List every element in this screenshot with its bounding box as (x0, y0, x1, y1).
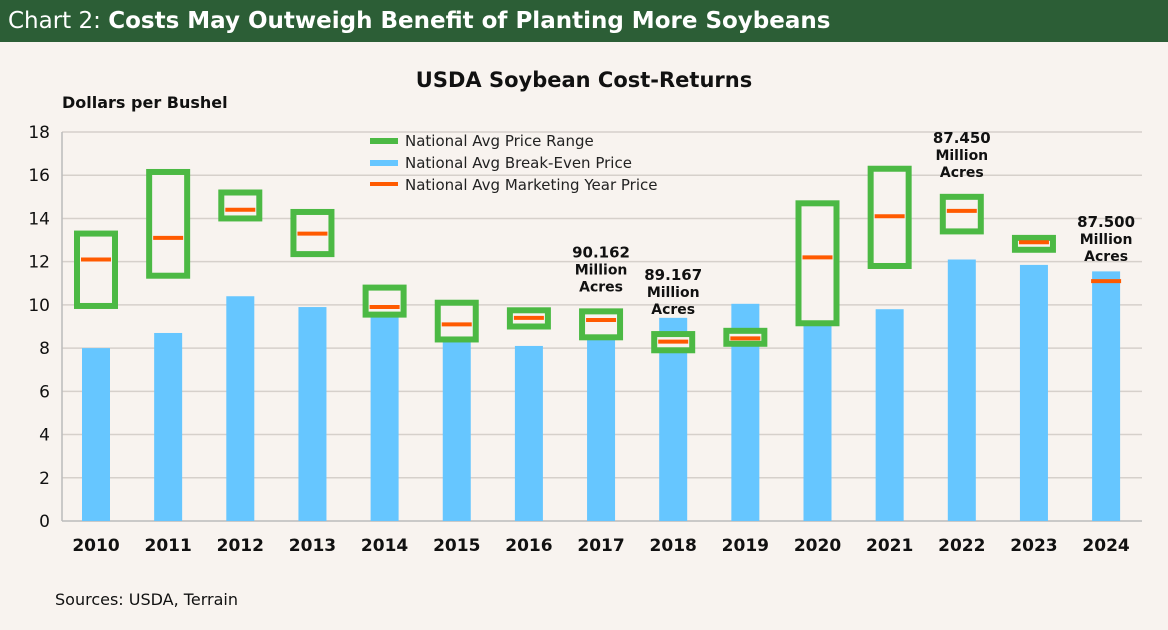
breakeven-bar (370, 311, 399, 521)
acreage-annotation: Acres (940, 165, 984, 181)
chart-number: Chart 2: (8, 8, 109, 34)
breakeven-bar (1092, 271, 1121, 521)
y-tick-label: 8 (39, 339, 50, 359)
chart-headline: Costs May Outweigh Benefit of Planting M… (108, 8, 831, 34)
acreage-annotation: Acres (1084, 249, 1128, 265)
breakeven-bar (82, 348, 110, 521)
legend-label: National Avg Price Range (405, 132, 594, 150)
x-tick-label: 2022 (938, 536, 985, 556)
y-axis-label: Dollars per Bushel (62, 93, 228, 112)
legend-label: National Avg Marketing Year Price (405, 176, 657, 194)
price-range-box (218, 189, 263, 222)
breakeven-bar (875, 309, 904, 521)
price-range-box (939, 193, 984, 235)
price-range-box (362, 284, 407, 318)
x-tick-label: 2014 (361, 536, 408, 556)
source-note: Sources: USDA, Terrain (55, 590, 238, 609)
legend-swatch (370, 160, 398, 166)
chart: USDA Soybean Cost-Returns Dollars per Bus… (28, 68, 1142, 556)
y-tick-label: 14 (28, 209, 50, 229)
acreage-annotation: 90.162 (572, 243, 630, 261)
legend-swatch (370, 182, 398, 186)
chart-title: USDA Soybean Cost-Returns (416, 68, 752, 92)
x-tick-label: 2020 (794, 536, 841, 556)
acreage-annotation: Million (1080, 232, 1133, 248)
breakeven-bar (947, 259, 976, 521)
breakeven-bar (803, 324, 832, 521)
breakeven-bar (298, 307, 327, 521)
y-tick-label: 6 (39, 382, 50, 402)
x-tick-label: 2015 (433, 536, 480, 556)
acreage-annotation: 89.167 (644, 266, 702, 284)
price-range-box (146, 168, 191, 279)
x-tick-label: 2024 (1082, 536, 1129, 556)
y-tick-label: 12 (28, 253, 50, 273)
breakeven-bar (514, 345, 543, 521)
y-tick-label: 0 (39, 512, 50, 532)
x-tick-label: 2017 (577, 536, 624, 556)
x-tick-label: 2011 (144, 536, 191, 556)
x-tick-label: 2013 (289, 536, 336, 556)
legend-label: National Avg Break-Even Price (405, 154, 632, 172)
price-range-box (74, 230, 118, 309)
acreage-annotation: 87.450 (933, 129, 991, 147)
y-tick-label: 18 (28, 123, 50, 143)
chart-header: Chart 2: Costs May Outweigh Benefit of P… (0, 0, 1168, 42)
y-tick-label: 10 (28, 296, 50, 316)
x-tick-label: 2010 (72, 536, 119, 556)
price-range-box (434, 299, 479, 343)
x-tick-label: 2021 (866, 536, 913, 556)
price-range-box (579, 308, 624, 341)
x-tick-label: 2016 (505, 536, 552, 556)
breakeven-bar (442, 326, 471, 521)
acreage-annotation: Acres (579, 279, 623, 295)
y-tick-label: 2 (39, 469, 50, 489)
price-range-box (795, 200, 840, 327)
breakeven-bar (587, 337, 616, 521)
breakeven-bar (1019, 264, 1048, 521)
y-tick-label: 16 (28, 166, 50, 186)
acreage-annotation: Million (647, 285, 700, 301)
y-tick-label: 4 (39, 426, 50, 446)
breakeven-bar (154, 332, 183, 521)
breakeven-bar (226, 296, 255, 521)
acreage-annotation: 87.500 (1077, 213, 1135, 231)
acreage-annotation: Million (935, 148, 988, 164)
acreage-annotation: Million (575, 262, 628, 278)
x-tick-label: 2023 (1010, 536, 1057, 556)
x-tick-label: 2019 (722, 536, 769, 556)
x-tick-label: 2012 (217, 536, 264, 556)
legend-swatch (370, 138, 398, 144)
x-tick-label: 2018 (650, 536, 697, 556)
acreage-annotation: Acres (651, 302, 695, 318)
